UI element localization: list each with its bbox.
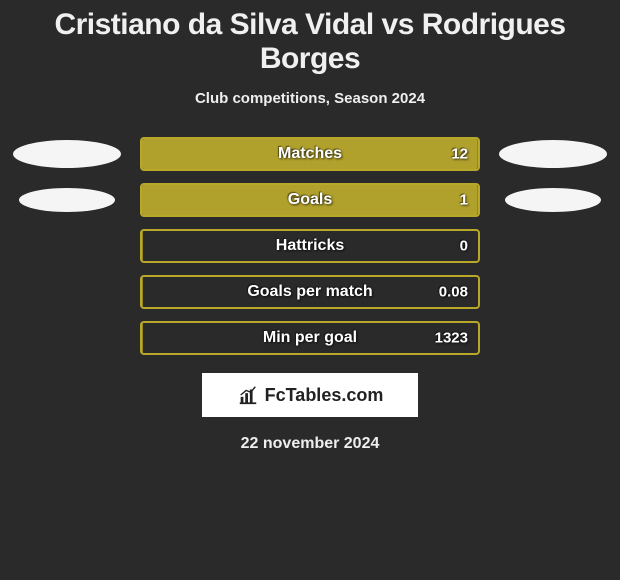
stat-row: Min per goal 1323 <box>12 321 608 355</box>
stat-bar-fill <box>142 323 143 353</box>
stat-row: Goals 1 <box>12 183 608 217</box>
stat-bar: Goals per match 0.08 <box>140 275 480 309</box>
stat-row: Hattricks 0 <box>12 229 608 263</box>
date-label: 22 november 2024 <box>12 435 608 453</box>
stats-rows: Matches 12 Goals 1 Hattricks 0 Goals per match… <box>12 137 608 355</box>
logo-text: FcTables.com <box>265 385 384 406</box>
stat-value: 1323 <box>435 330 468 347</box>
stat-label: Goals per match <box>247 283 372 301</box>
stat-value: 0.08 <box>439 284 468 301</box>
subtitle: Club competitions, Season 2024 <box>12 90 608 107</box>
left-marker-slot <box>12 188 122 212</box>
stat-row: Matches 12 <box>12 137 608 171</box>
right-marker-slot <box>498 188 608 212</box>
player-marker-left <box>13 140 121 168</box>
stat-bar: Matches 12 <box>140 137 480 171</box>
stat-bar-fill <box>142 231 143 261</box>
stat-value: 12 <box>451 146 468 163</box>
bar-chart-icon <box>237 384 259 406</box>
stat-value: 0 <box>460 238 468 255</box>
player-marker-left <box>19 188 115 212</box>
stat-bar-fill <box>142 277 143 307</box>
site-logo: FcTables.com <box>202 373 418 417</box>
stat-value: 1 <box>460 192 468 209</box>
stat-bar: Goals 1 <box>140 183 480 217</box>
left-marker-slot <box>12 140 122 168</box>
player-marker-right <box>499 140 607 168</box>
stat-row: Goals per match 0.08 <box>12 275 608 309</box>
stat-label: Hattricks <box>276 237 344 255</box>
stat-bar: Min per goal 1323 <box>140 321 480 355</box>
right-marker-slot <box>498 140 608 168</box>
page-title: Cristiano da Silva Vidal vs Rodrigues Bo… <box>12 8 608 76</box>
stat-label: Matches <box>278 145 342 163</box>
stat-bar: Hattricks 0 <box>140 229 480 263</box>
player-marker-right <box>505 188 601 212</box>
stat-label: Goals <box>288 191 332 209</box>
stat-label: Min per goal <box>263 329 357 347</box>
